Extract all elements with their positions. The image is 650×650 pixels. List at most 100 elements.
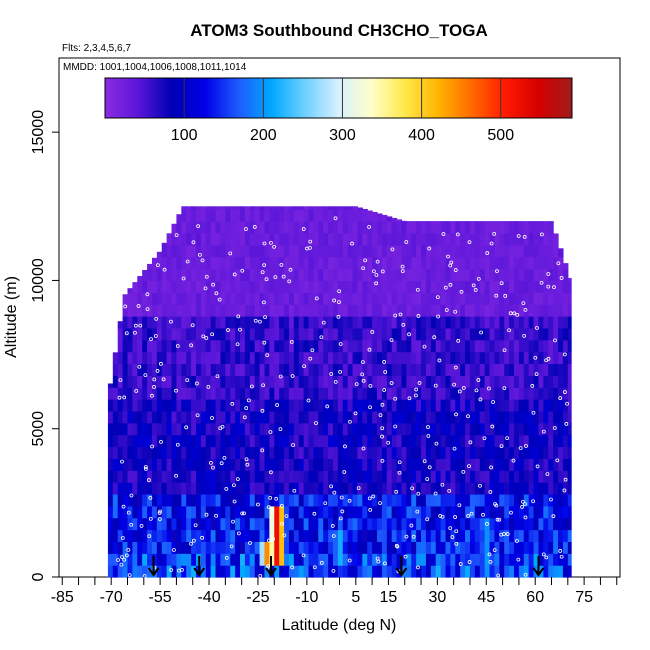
heatmap-cell: [440, 517, 447, 531]
heatmap-cell: [342, 244, 349, 258]
heatmap-cell: [122, 399, 129, 412]
observation-point: [191, 538, 196, 543]
heatmap-cell: [137, 493, 143, 507]
heatmap-cell: [147, 363, 153, 376]
heatmap-cell: [244, 434, 251, 448]
heatmap-cell: [132, 458, 138, 471]
heatmap-cell: [562, 410, 569, 424]
heatmap-cell: [386, 292, 393, 305]
observation-point: [481, 512, 485, 517]
heatmap-cell: [406, 244, 412, 258]
heatmap-cell: [430, 458, 437, 471]
heatmap-cell: [298, 206, 305, 210]
heatmap-cell: [313, 244, 319, 258]
heatmap-cell: [176, 232, 182, 246]
heatmap-cell: [303, 387, 310, 400]
heatmap-cell: [347, 399, 354, 412]
heatmap-cell: [377, 221, 383, 234]
heatmap-cell: [391, 280, 398, 293]
heatmap-cell: [479, 529, 486, 543]
heatmap-cell: [151, 565, 158, 578]
heatmap-cell: [474, 304, 481, 317]
observation-point: [452, 446, 457, 451]
heatmap-cell: [430, 292, 437, 305]
heatmap-cell: [479, 375, 486, 388]
heatmap-cell: [332, 351, 339, 365]
heatmap-cell: [479, 399, 486, 412]
heatmap-cell: [401, 505, 407, 519]
heatmap-cell: [191, 482, 197, 495]
heatmap-cell: [504, 505, 510, 519]
heatmap-cell: [509, 517, 515, 531]
observation-point: [522, 333, 527, 338]
heatmap-cell: [161, 482, 168, 495]
heatmap-cell: [318, 434, 324, 448]
heatmap-cell: [362, 280, 368, 293]
heatmap-cell: [406, 339, 412, 353]
observation-point: [184, 425, 189, 430]
heatmap-cell: [205, 280, 212, 293]
heatmap-cell: [313, 422, 319, 436]
heatmap-cell: [406, 446, 412, 459]
heatmap-cell: [332, 446, 339, 459]
heatmap-cell: [377, 458, 383, 471]
observation-point: [490, 424, 495, 429]
heatmap-cell: [288, 410, 295, 424]
heatmap-cell: [450, 482, 456, 495]
observation-point: [279, 262, 284, 267]
heatmap-cell: [538, 458, 544, 471]
observation-point: [121, 504, 126, 509]
heatmap-cell: [293, 434, 300, 448]
heatmap-cell: [230, 470, 236, 483]
heatmap-cell: [381, 529, 388, 543]
heatmap-cell: [254, 482, 261, 495]
heatmap-cell: [367, 210, 373, 222]
heatmap-cell: [367, 434, 373, 448]
heatmap-cell: [117, 387, 124, 400]
heatmap-cell: [181, 292, 187, 305]
observation-point: [522, 502, 527, 506]
heatmap-cell: [122, 304, 129, 317]
observation-point: [153, 334, 158, 338]
heatmap-cell: [362, 422, 368, 436]
observation-point: [495, 517, 500, 522]
observation-point: [433, 383, 438, 388]
observation-point: [521, 301, 526, 306]
heatmap-cell: [533, 316, 540, 329]
observation-point: [201, 334, 206, 339]
heatmap-cell: [504, 327, 510, 341]
heatmap-cell: [342, 565, 349, 578]
heatmap-cell: [244, 470, 251, 483]
observation-point: [539, 232, 544, 237]
heatmap-cell: [528, 458, 535, 471]
heatmap-cell: [279, 482, 285, 495]
heatmap-cell: [499, 363, 505, 376]
observation-point: [275, 403, 279, 407]
heatmap-cell: [303, 304, 310, 317]
heatmap-cell: [342, 482, 349, 495]
heatmap-cell: [279, 363, 285, 376]
heatmap-cell: [548, 399, 554, 412]
heatmap-cell: [147, 263, 153, 270]
heatmap-cell: [288, 280, 295, 293]
heatmap-cell: [450, 256, 456, 270]
heatmap-cell: [112, 517, 119, 531]
heatmap-cell: [406, 280, 412, 293]
observation-point: [214, 513, 218, 518]
observation-point: [229, 544, 234, 549]
heatmap-cell: [543, 375, 549, 388]
heatmap-cell: [479, 363, 486, 376]
heatmap-cell: [161, 387, 168, 400]
heatmap-cell: [117, 422, 124, 436]
heatmap-cell: [460, 517, 466, 531]
observation-point: [471, 283, 476, 288]
heatmap-cell: [479, 565, 486, 578]
heatmap-cell: [127, 316, 133, 329]
heatmap-cell: [386, 399, 393, 412]
heatmap-cell: [460, 268, 466, 282]
heatmap-cell: [401, 268, 407, 282]
heatmap-cell: [548, 482, 554, 495]
heatmap-cell: [465, 280, 471, 293]
heatmap-cell: [127, 529, 133, 543]
observation-point: [204, 336, 209, 340]
